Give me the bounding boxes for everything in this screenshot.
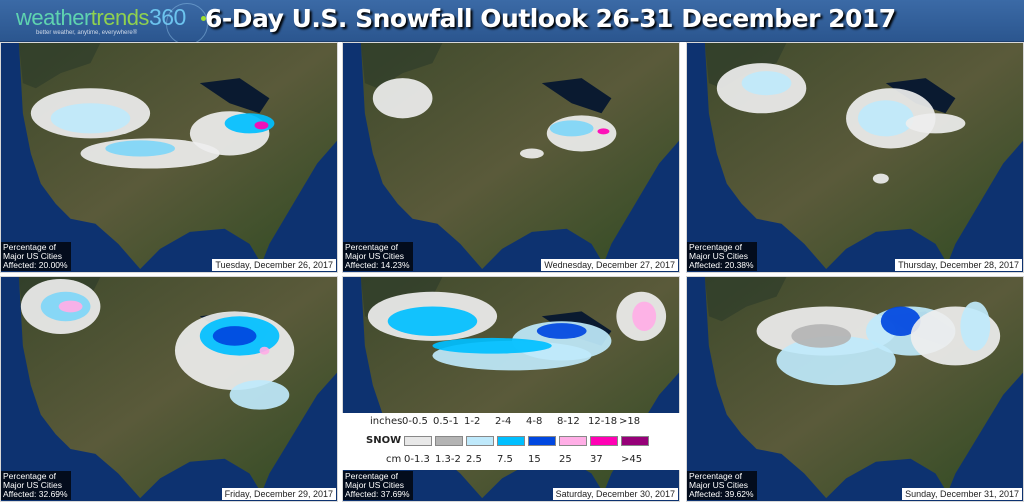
snow-area	[597, 128, 610, 135]
label-affected: Affected: 39.62%	[689, 489, 754, 499]
snow-area	[880, 306, 921, 336]
legend-inches-value: 12-18	[588, 416, 618, 427]
legend-cm-value: 37	[590, 454, 603, 465]
label-pct-label-1: Percentage of	[345, 242, 398, 252]
legend-swatch	[497, 435, 525, 446]
label-affected: Affected: 20.00%	[3, 260, 68, 270]
snow-area	[519, 148, 544, 159]
snow-area	[536, 323, 587, 339]
logo-tagline: better weather, anytime, everywhere®	[36, 30, 138, 36]
snowfall-map-day-6: Percentage of Major US Cities Affected: 39…	[686, 276, 1024, 502]
snow-area	[741, 71, 792, 96]
snowfall-map-day-1: Percentage of Major US Cities Affected: 20…	[0, 42, 338, 273]
legend-cm-value: >45	[621, 454, 643, 465]
snow-area	[58, 300, 83, 313]
legend-swatch	[435, 435, 463, 446]
legend-inches-value: 8-12	[557, 416, 580, 427]
snow-area	[857, 100, 914, 137]
label-pct-label-2: Major US Cities	[689, 480, 749, 490]
snow-area	[372, 78, 433, 119]
label-pct-label-1: Percentage of	[3, 242, 56, 252]
label-affected: Affected: 20.38%	[689, 260, 754, 270]
legend-inches-value: 0.5-1	[433, 416, 459, 427]
snow-area	[905, 113, 966, 134]
snow-area	[632, 301, 657, 332]
cities-affected-label: Percentage of Major US Cities Affected: 20…	[1, 242, 71, 271]
label-pct-label-2: Major US Cities	[3, 480, 63, 490]
logo-ring	[166, 3, 208, 45]
snowfall-map-day-3: Percentage of Major US Cities Affected: 20…	[686, 42, 1024, 273]
logo-word2: trends	[90, 5, 150, 30]
cities-affected-label: Percentage of Major US Cities Affected: 37…	[343, 471, 413, 500]
logo-dot	[201, 16, 206, 21]
snow-area	[791, 324, 852, 348]
map-date: Saturday, December 30, 2017	[552, 488, 678, 500]
label-pct-label-2: Major US Cities	[345, 251, 405, 261]
map-date: Sunday, December 31, 2017	[902, 488, 1022, 500]
legend-swatch	[621, 435, 649, 446]
logo-word1: weather	[16, 5, 91, 30]
snowfall-map-day-4: Percentage of Major US Cities Affected: 32…	[0, 276, 338, 502]
label-affected: Affected: 37.69%	[345, 489, 410, 499]
legend-inches-value: >18	[619, 416, 641, 427]
label-affected: Affected: 14.23%	[345, 260, 410, 270]
legend-inches-label: inches	[370, 416, 403, 427]
label-pct-label-1: Percentage of	[689, 471, 742, 481]
snow-area	[387, 306, 478, 336]
legend-swatch	[590, 435, 618, 446]
cities-affected-label: Percentage of Major US Cities Affected: 14…	[343, 242, 413, 271]
snow-area	[432, 337, 552, 354]
map-date: Wednesday, December 27, 2017	[541, 259, 678, 271]
snowfall-map-day-2: Percentage of Major US Cities Affected: 14…	[342, 42, 680, 273]
legend-snow-label: SNOW	[366, 435, 402, 446]
weathertrends360-logo: weathertrends360 better weather, anytime…	[16, 3, 208, 45]
snow-area	[254, 121, 269, 130]
snow-area	[259, 346, 270, 355]
label-pct-label-1: Percentage of	[3, 471, 56, 481]
legend-cm-value: 2.5	[466, 454, 482, 465]
label-affected: Affected: 32.69%	[3, 489, 68, 499]
page-title: 6-Day U.S. Snowfall Outlook 26-31 Decemb…	[205, 4, 896, 33]
label-pct-label-2: Major US Cities	[345, 480, 405, 490]
legend-cm-value: 25	[559, 454, 572, 465]
legend-inches-value: 4-8	[526, 416, 543, 427]
legend-swatch	[466, 435, 494, 446]
snow-area	[872, 173, 889, 184]
snow-area	[960, 301, 991, 351]
cities-affected-label: Percentage of Major US Cities Affected: 20…	[687, 242, 757, 271]
snow-area	[105, 140, 175, 157]
label-pct-label-2: Major US Cities	[3, 251, 63, 261]
cities-affected-label: Percentage of Major US Cities Affected: 32…	[1, 471, 71, 500]
legend-inches-value: 1-2	[464, 416, 481, 427]
label-pct-label-1: Percentage of	[689, 242, 742, 252]
map-date: Friday, December 29, 2017	[221, 488, 336, 500]
legend-swatch	[404, 435, 432, 446]
legend-cm-value: 0-1.3	[404, 454, 430, 465]
label-pct-label-2: Major US Cities	[689, 251, 749, 261]
map-date: Thursday, December 28, 2017	[895, 259, 1022, 271]
map-date: Tuesday, December 26, 2017	[212, 259, 336, 271]
legend-cm-label: cm	[386, 454, 402, 465]
legend-inches-value: 2-4	[495, 416, 512, 427]
snow-area	[549, 120, 594, 137]
label-pct-label-1: Percentage of	[345, 471, 398, 481]
legend-swatch	[528, 435, 556, 446]
legend-cm-value: 15	[528, 454, 541, 465]
legend-swatch	[559, 435, 587, 446]
snow-area	[229, 380, 290, 410]
snowfall-legend: inches 0-0.5 0.5-1 1-2 2-4 4-8 8-12 12-18 >18 S…	[342, 413, 682, 470]
snow-area	[776, 335, 896, 386]
legend-inches-value: 0-0.5	[402, 416, 428, 427]
legend-cm-value: 1.3-2	[435, 454, 461, 465]
header: weathertrends360 better weather, anytime…	[0, 0, 1024, 45]
snow-area	[50, 103, 131, 134]
snow-area	[212, 326, 257, 346]
legend-cm-value: 7.5	[497, 454, 513, 465]
cities-affected-label: Percentage of Major US Cities Affected: 39…	[687, 471, 757, 500]
